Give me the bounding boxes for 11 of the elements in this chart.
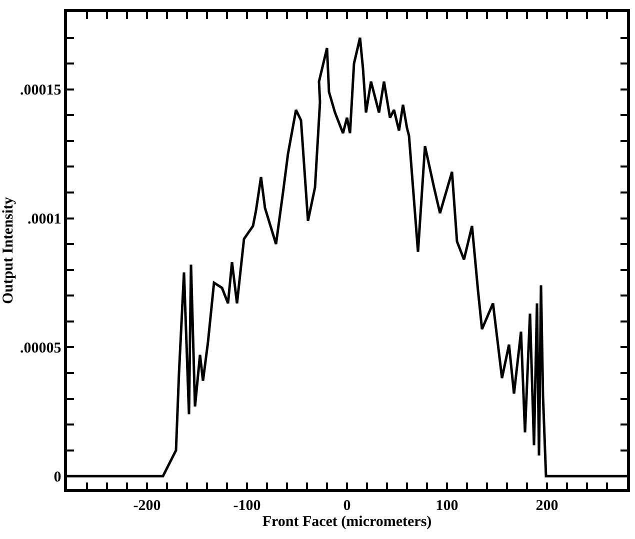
x-tick-label: 0 [343, 498, 351, 514]
y-tick-label: .00005 [20, 340, 62, 356]
x-tick-label: -100 [233, 498, 261, 514]
x-axis-title: Front Facet (micrometers) [262, 514, 432, 530]
y-tick-label: .0001 [28, 212, 62, 228]
x-tick-label: 100 [436, 498, 458, 514]
x-tick-label: -200 [133, 498, 161, 514]
x-tick-label: 200 [536, 498, 558, 514]
y-tick-label: 0 [54, 469, 62, 486]
y-axis-title: Output Intensity [0, 196, 16, 304]
y-tick-label: .00015 [20, 82, 62, 99]
